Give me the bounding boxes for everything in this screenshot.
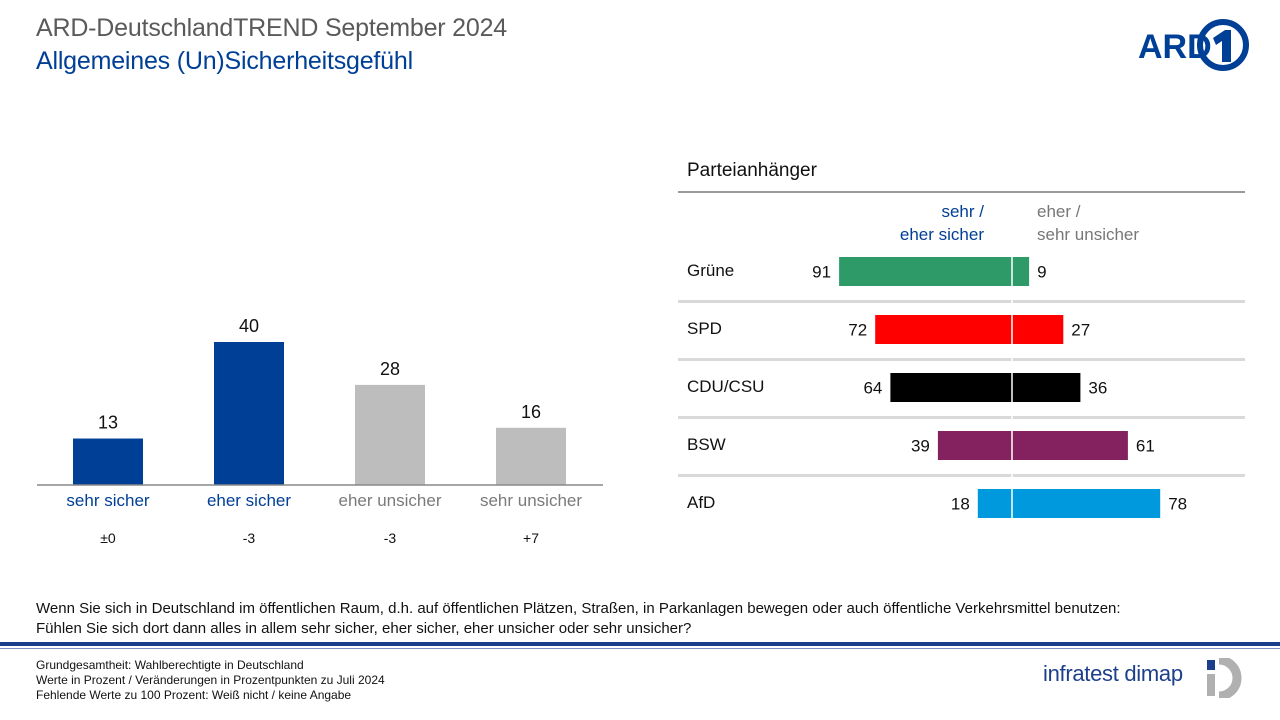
bar-category-1: sehr sicher bbox=[66, 491, 149, 510]
party-label-1: Grüne bbox=[687, 261, 734, 280]
value-safe-4: 39 bbox=[911, 437, 930, 456]
party-header-safe: sehr / eher sicher bbox=[900, 200, 984, 246]
ard-one-icon bbox=[1213, 30, 1231, 62]
value-unsafe-3: 36 bbox=[1088, 379, 1107, 398]
bar-value-1: 13 bbox=[98, 413, 118, 433]
footer-population: Grundgesamtheit: Wahlberechtigte in Deut… bbox=[36, 658, 304, 672]
bar-change-1: ±0 bbox=[100, 530, 116, 546]
party-panel-title: Parteianhänger bbox=[687, 160, 817, 181]
bar-unsafe-1 bbox=[1012, 257, 1030, 286]
footer-divider bbox=[0, 642, 1280, 646]
row-separator-1 bbox=[678, 300, 1245, 303]
infratest-logo-icon bbox=[1207, 658, 1242, 698]
value-unsafe-2: 27 bbox=[1071, 321, 1090, 340]
bar-unsafe-5 bbox=[1012, 489, 1161, 518]
bar-change-2: -3 bbox=[243, 530, 256, 546]
party-header-unsafe-line2: sehr unsicher bbox=[1037, 225, 1140, 244]
bar-value-4: 16 bbox=[521, 402, 541, 422]
value-unsafe-5: 78 bbox=[1168, 495, 1187, 514]
page-subtitle: Allgemeines (Un)Sicherheitsgefühl bbox=[36, 47, 413, 75]
bar-unsafe-4 bbox=[1012, 431, 1128, 460]
bar-safe-5 bbox=[977, 489, 1012, 518]
bar-category-3: eher unsicher bbox=[338, 491, 441, 510]
party-diverging-chart: Grüne 91 9 SPD 72 27 CDU/CSU 64 36 BSW 39 61 AfD 18 78 bbox=[678, 248, 1245, 523]
bar-safe-2 bbox=[875, 315, 1012, 344]
bar-value-2: 40 bbox=[239, 316, 259, 336]
overall-bar-chart: 13 sehr sicher ±0 40 eher sicher -3 28 eher uns… bbox=[37, 316, 603, 546]
bar-1 bbox=[73, 438, 143, 485]
bar-2 bbox=[214, 342, 284, 485]
party-header-unsafe: eher / sehr unsicher bbox=[1037, 200, 1139, 246]
value-safe-1: 91 bbox=[812, 263, 831, 282]
party-label-2: SPD bbox=[687, 319, 722, 338]
party-label-5: AfD bbox=[687, 493, 715, 512]
bar-safe-4 bbox=[937, 431, 1012, 460]
bar-change-3: -3 bbox=[384, 530, 397, 546]
party-panel-rule bbox=[678, 191, 1245, 193]
bar-unsafe-3 bbox=[1012, 373, 1081, 402]
footer-units: Werte in Prozent / Veränderungen in Proz… bbox=[36, 673, 385, 687]
footer-missing: Fehlende Werte zu 100 Prozent: Weiß nich… bbox=[36, 688, 352, 702]
party-header-safe-line1: sehr / bbox=[941, 202, 984, 221]
party-label-3: CDU/CSU bbox=[687, 377, 764, 396]
party-label-4: BSW bbox=[687, 435, 726, 454]
bar-value-3: 28 bbox=[380, 359, 400, 379]
bar-4 bbox=[496, 427, 566, 485]
row-separator-3 bbox=[678, 416, 1245, 419]
value-unsafe-4: 61 bbox=[1136, 437, 1155, 456]
party-header-unsafe-line1: eher / bbox=[1037, 202, 1081, 221]
bar-safe-3 bbox=[890, 373, 1012, 402]
bar-unsafe-2 bbox=[1012, 315, 1064, 344]
ard-ring-icon bbox=[1197, 19, 1249, 71]
bar-3 bbox=[355, 384, 425, 485]
value-unsafe-1: 9 bbox=[1037, 263, 1046, 282]
value-safe-2: 72 bbox=[848, 321, 867, 340]
row-separator-2 bbox=[678, 358, 1245, 361]
infratest-logo-text: infratest dimap bbox=[1043, 661, 1183, 686]
page-title: ARD-DeutschlandTREND September 2024 bbox=[36, 14, 507, 42]
footer-divider-thin bbox=[0, 648, 1280, 649]
row-separator-4 bbox=[678, 474, 1245, 477]
ard-logo: ARD bbox=[1138, 19, 1249, 71]
value-safe-5: 18 bbox=[951, 495, 970, 514]
survey-question-line1: Wenn Sie sich in Deutschland im öffentli… bbox=[36, 600, 1121, 617]
bar-category-4: sehr unsicher bbox=[480, 491, 582, 510]
value-safe-3: 64 bbox=[863, 379, 882, 398]
bar-category-2: eher sicher bbox=[207, 491, 291, 510]
bar-change-4: +7 bbox=[523, 530, 539, 546]
party-header-safe-line2: eher sicher bbox=[899, 225, 984, 244]
survey-question: Wenn Sie sich in Deutschland im öffentli… bbox=[36, 599, 1256, 639]
survey-question-line2: Fühlen Sie sich dort dann alles in allem… bbox=[36, 620, 692, 637]
bar-safe-1 bbox=[839, 257, 1012, 286]
